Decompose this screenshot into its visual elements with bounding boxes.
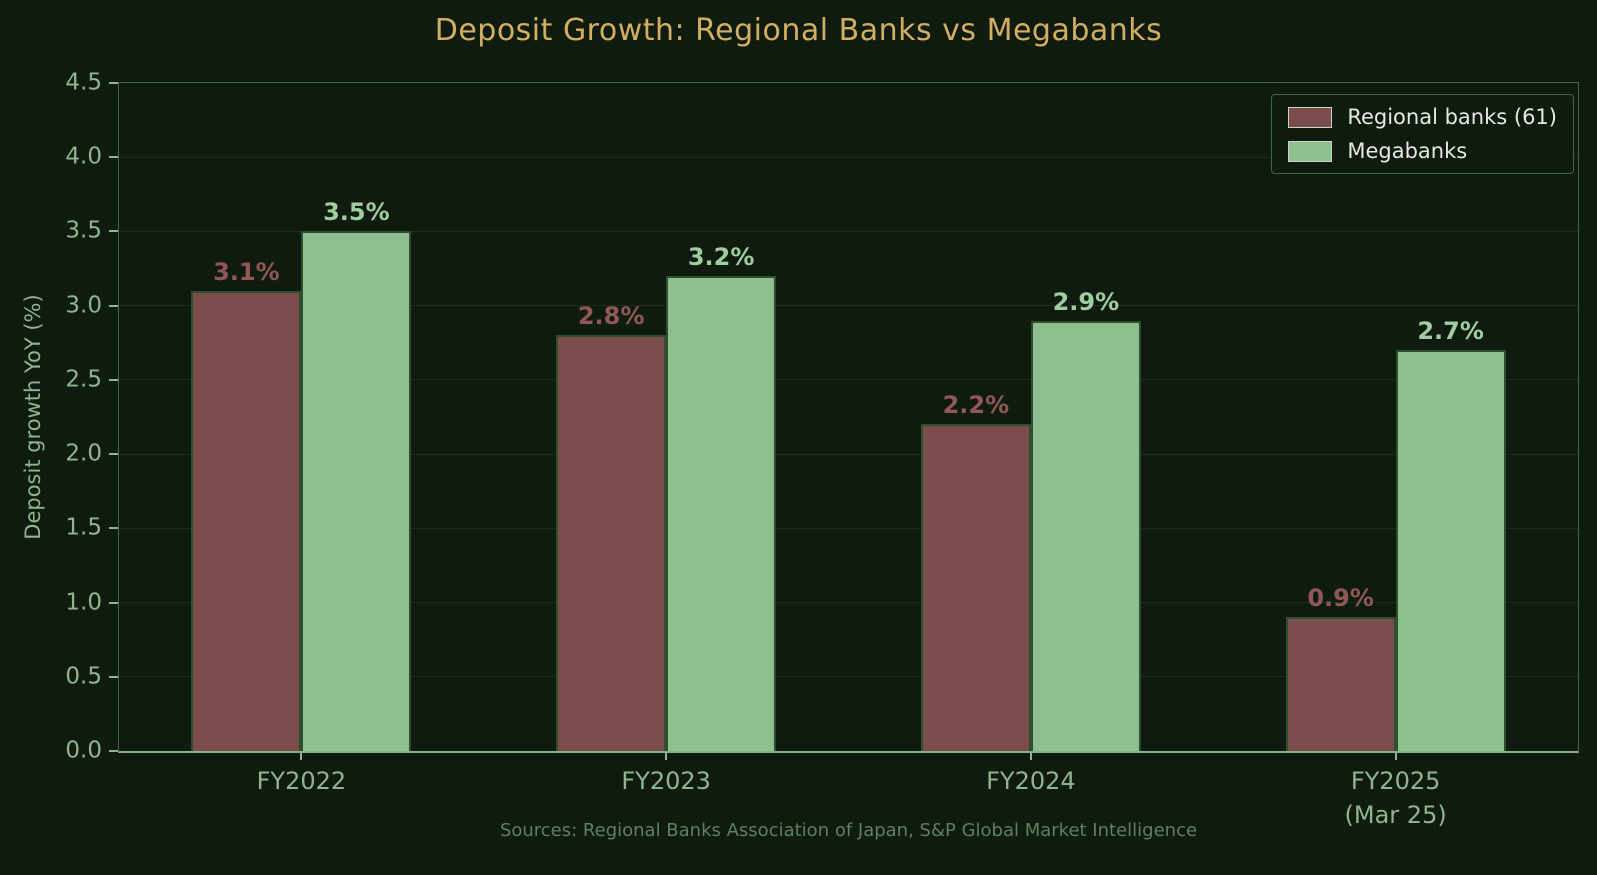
y-tick-mark xyxy=(109,304,118,307)
legend-label: Regional banks (61) xyxy=(1347,105,1557,129)
x-tick-mark xyxy=(1029,752,1032,760)
bar-value-label: 2.2% xyxy=(942,391,1010,420)
y-tick-mark xyxy=(109,230,118,233)
y-tick-mark xyxy=(109,156,118,159)
bar-regional-banks-61-fy2023: 2.8% xyxy=(556,302,667,751)
y-tick-mark xyxy=(109,601,118,604)
bar-group-fy2023: 2.8% 3.2% xyxy=(484,83,849,751)
legend: Regional banks (61) Megabanks xyxy=(1271,94,1574,174)
x-tick-label: FY2022 xyxy=(256,767,347,795)
gridline xyxy=(119,230,1578,232)
y-tick-label: 3.5 xyxy=(65,217,102,244)
bar-value-label: 3.5% xyxy=(323,198,390,227)
y-tick-label: 0.0 xyxy=(65,737,102,764)
legend-swatch xyxy=(1288,106,1333,128)
bar-group-fy2022: 3.1% 3.5% xyxy=(119,83,484,751)
bar-group-fy2024: 2.2% 2.9% xyxy=(849,83,1214,751)
gridline xyxy=(119,676,1578,678)
x-tick-mark xyxy=(1394,752,1397,760)
gridline xyxy=(119,305,1578,307)
y-tick-label: 4.5 xyxy=(65,69,102,96)
y-axis-label: Deposit growth YoY (%) xyxy=(21,294,45,540)
y-tick-label: 2.0 xyxy=(65,440,102,467)
bar-value-label: 3.2% xyxy=(687,242,755,271)
y-tick-mark xyxy=(109,378,118,381)
y-tick-label: 0.5 xyxy=(65,663,102,690)
x-tick-mark xyxy=(665,752,668,760)
y-tick-label: 1.0 xyxy=(65,589,102,616)
x-tick-mark xyxy=(300,752,303,760)
bar-value-label: 0.9% xyxy=(1307,584,1374,613)
chart-title: Deposit Growth: Regional Banks vs Megaba… xyxy=(434,13,1163,48)
y-tick-label: 4.0 xyxy=(65,143,102,170)
y-tick-mark xyxy=(109,675,118,678)
gridline xyxy=(119,156,1578,158)
y-tick-mark xyxy=(109,750,118,752)
legend-item-regional-banks: Regional banks (61) xyxy=(1288,105,1557,129)
bar-value-label: 3.1% xyxy=(213,257,280,286)
bar-megabanks-fy2024: 2.9% xyxy=(1030,288,1141,751)
y-tick-mark xyxy=(109,453,118,456)
x-tick-label: FY2023 xyxy=(621,767,711,795)
bar-megabanks-fy2023: 3.2% xyxy=(666,243,777,751)
x-tick-label: FY2025 (Mar 25) xyxy=(1344,767,1447,829)
bar-regional-banks-61-fy2022: 3.1% xyxy=(191,258,302,751)
legend-swatch xyxy=(1288,140,1333,162)
bar-value-label: 2.9% xyxy=(1052,287,1120,316)
x-tick-label: FY2024 xyxy=(986,767,1076,795)
legend-item-megabanks: Megabanks xyxy=(1288,139,1557,163)
bar-megabanks-fy2025-mar-25: 2.7% xyxy=(1395,317,1506,751)
sources-footer: Sources: Regional Banks Association of J… xyxy=(499,820,1198,841)
bar-megabanks-fy2022: 3.5% xyxy=(301,198,412,751)
y-tick-mark xyxy=(109,82,118,84)
gridline xyxy=(119,602,1578,604)
bar-value-label: 2.8% xyxy=(577,302,645,331)
bar-value-label: 2.7% xyxy=(1417,317,1484,346)
y-tick-label: 3.0 xyxy=(65,292,102,319)
plot-area: Regional banks (61) Megabanks 0.0 0.5 1.0 1… xyxy=(65,71,1579,829)
bar-regional-banks-61-fy2024: 2.2% xyxy=(920,391,1031,751)
gridline xyxy=(119,453,1578,455)
bar-regional-banks-61-fy2025-mar-25: 0.9% xyxy=(1285,584,1396,751)
y-tick-label: 2.5 xyxy=(65,366,102,393)
legend-label: Megabanks xyxy=(1347,139,1468,163)
bar-group-fy2025-mar-25: 0.9% 2.7% xyxy=(1213,83,1578,751)
gridline xyxy=(119,527,1578,529)
y-tick-mark xyxy=(109,527,118,530)
y-tick-label: 1.5 xyxy=(65,514,102,541)
gridline xyxy=(119,379,1578,381)
